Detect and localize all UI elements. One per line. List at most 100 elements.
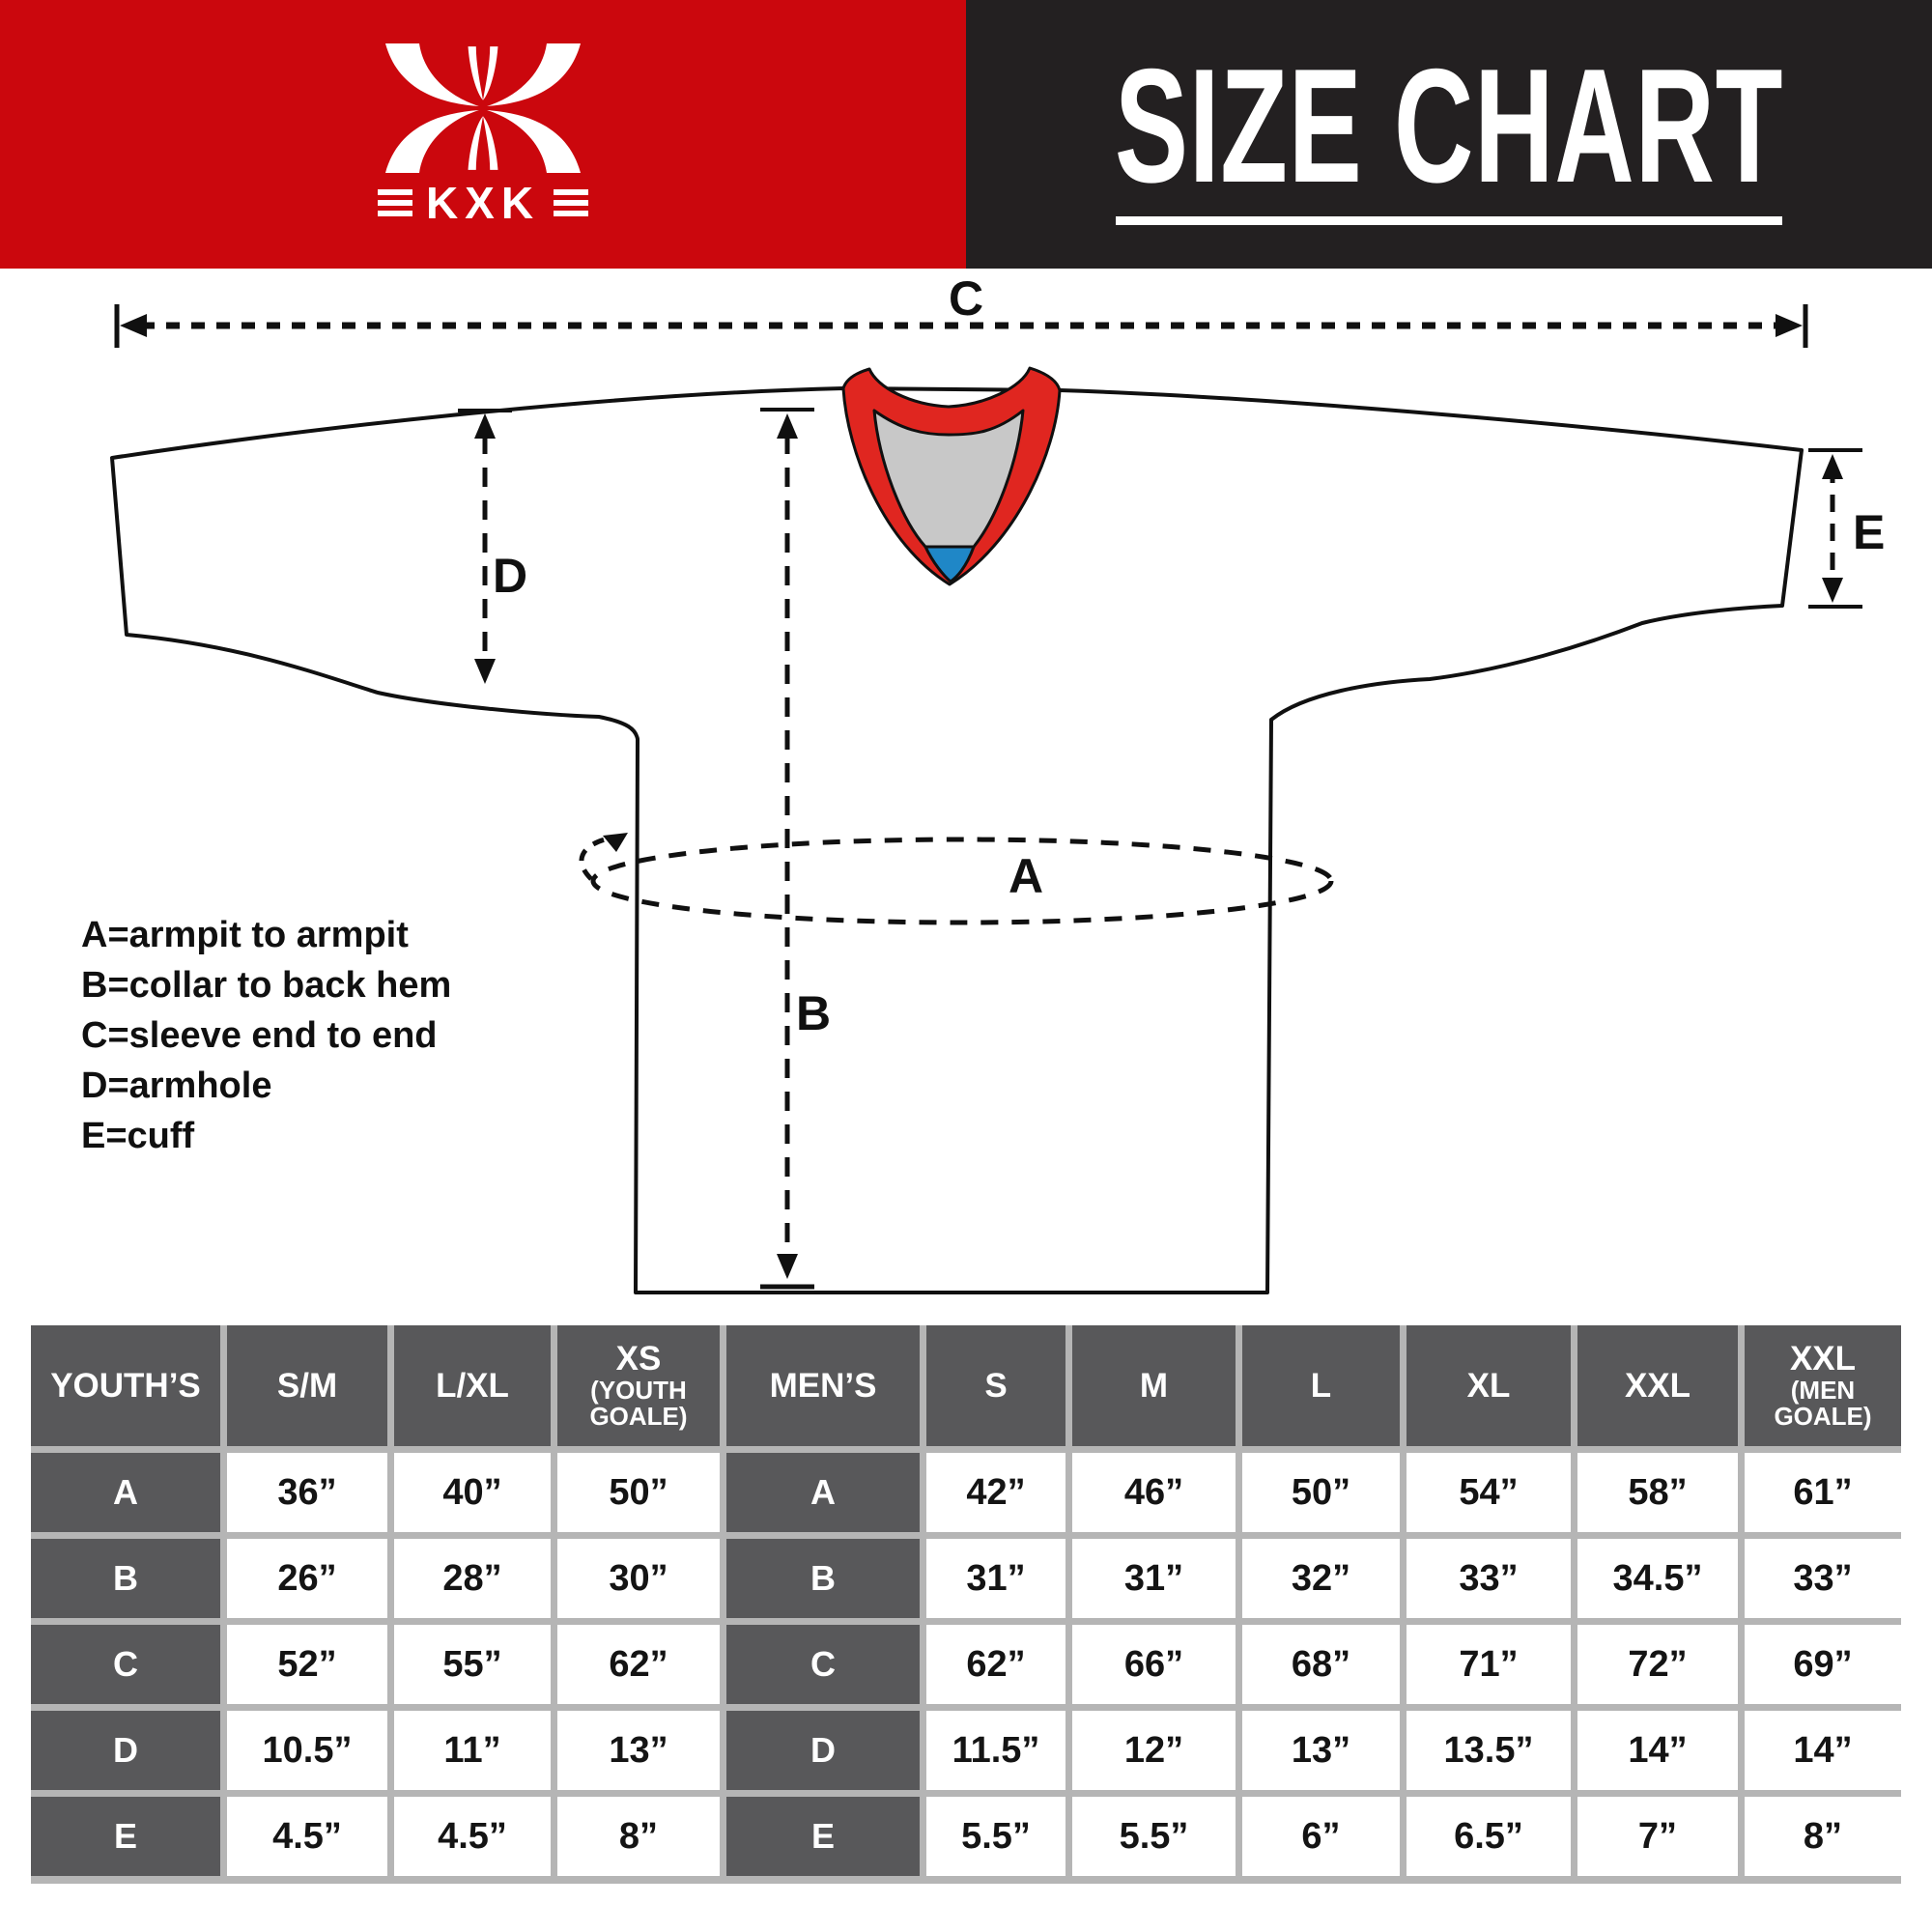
table-cell: 40” — [394, 1453, 551, 1532]
table-cell: 71” — [1406, 1625, 1571, 1704]
title-underline — [1116, 215, 1782, 225]
table-cell: 13” — [1242, 1711, 1400, 1790]
table-cell: 69” — [1745, 1625, 1901, 1704]
page-title: SIZE CHART — [1114, 34, 1784, 216]
legend-line-c: C=sleeve end to end — [81, 1015, 438, 1056]
measurement-legend: A=armpit to armpit B=collar to back hem … — [81, 910, 451, 1161]
measure-b-label: B — [796, 986, 831, 1040]
table-cell: 13.5” — [1406, 1711, 1571, 1790]
mens-goalie-size: XXL — [1789, 1340, 1857, 1378]
table-cell: 13” — [557, 1711, 720, 1790]
measure-a-label: A — [1009, 849, 1043, 903]
header-red-panel: KXK — [0, 0, 966, 269]
youth-goalie-note: (YOUTH GOALE) — [589, 1376, 688, 1432]
table-cell: 26” — [227, 1539, 387, 1618]
size-table: YOUTH’S S/M L/XL XS (YOUTH GOALE) MEN’S … — [31, 1325, 1901, 1884]
legend-line-e: E=cuff — [81, 1116, 195, 1156]
mens-header-cell: MEN’S — [726, 1325, 920, 1446]
youth-size-header: S/M — [227, 1325, 387, 1446]
youth-row-label: C — [31, 1625, 220, 1704]
logo-bars-left-icon — [377, 189, 412, 216]
table-cell: 11.5” — [926, 1711, 1065, 1790]
table-cell: 28” — [394, 1539, 551, 1618]
measure-e-label: E — [1853, 505, 1885, 559]
mens-row-label: E — [726, 1797, 920, 1876]
table-cell: 7” — [1577, 1797, 1738, 1876]
table-cell: 54” — [1406, 1453, 1571, 1532]
mens-size-header: M — [1072, 1325, 1236, 1446]
youth-row-label: D — [31, 1711, 220, 1790]
table-cell: 36” — [227, 1453, 387, 1532]
table-cell: 33” — [1745, 1539, 1901, 1618]
measure-a-curl — [579, 836, 610, 881]
logo-bars-right-icon — [554, 189, 589, 216]
table-cell: 32” — [1242, 1539, 1400, 1618]
table-cell: 72” — [1577, 1625, 1738, 1704]
table-cell: 14” — [1745, 1711, 1901, 1790]
youth-row-label: E — [31, 1797, 220, 1876]
mens-row-label: A — [726, 1453, 920, 1532]
logo-wordmark-row: KXK — [377, 178, 589, 228]
table-cell: 6” — [1242, 1797, 1400, 1876]
table-cell: 55” — [394, 1625, 551, 1704]
table-cell: 52” — [227, 1625, 387, 1704]
table-cell: 62” — [926, 1625, 1065, 1704]
table-cell: 33” — [1406, 1539, 1571, 1618]
table-cell: 5.5” — [926, 1797, 1065, 1876]
measure-c-label: C — [949, 271, 983, 326]
measure-a-ellipse — [590, 837, 1334, 925]
youth-row-label: A — [31, 1453, 220, 1532]
measure-d-arrow-down-icon — [474, 659, 496, 684]
table-cell: 12” — [1072, 1711, 1236, 1790]
measure-a-arrow-icon — [603, 833, 628, 852]
legend-line-b: B=collar to back hem — [81, 965, 452, 1006]
collar-inner — [872, 409, 1025, 549]
mens-size-header: S — [926, 1325, 1065, 1446]
mens-goalie-note: (MEN GOALE) — [1774, 1376, 1872, 1432]
table-cell: 50” — [1242, 1453, 1400, 1532]
measure-d-arrow-up-icon — [474, 413, 496, 439]
mens-row-label: B — [726, 1539, 920, 1618]
collar-outer — [841, 366, 1062, 586]
table-cell: 6.5” — [1406, 1797, 1571, 1876]
measure-b-arrow-up-icon — [777, 413, 798, 439]
mens-size-header: L — [1242, 1325, 1400, 1446]
mens-size-header: XXL — [1577, 1325, 1738, 1446]
table-cell: 30” — [557, 1539, 720, 1618]
measure-d-label: D — [493, 549, 527, 603]
table-cell: 5.5” — [1072, 1797, 1236, 1876]
logo-x-icon — [384, 43, 582, 173]
mens-row-label: C — [726, 1625, 920, 1704]
jersey-diagram: C D B E A — [110, 271, 1885, 1294]
table-cell: 66” — [1072, 1625, 1236, 1704]
table-cell: 58” — [1577, 1453, 1738, 1532]
brand-logo: KXK — [377, 43, 589, 228]
youth-goalie-size: XS — [615, 1340, 662, 1378]
table-cell: 50” — [557, 1453, 720, 1532]
youth-goalie-header: XS (YOUTH GOALE) — [557, 1325, 720, 1446]
table-cell: 31” — [926, 1539, 1065, 1618]
table-cell: 14” — [1577, 1711, 1738, 1790]
mens-goalie-header: XXL (MEN GOALE) — [1745, 1325, 1901, 1446]
table-cell: 61” — [1745, 1453, 1901, 1532]
youth-size-header: L/XL — [394, 1325, 551, 1446]
measure-c-arrow-left-icon — [120, 314, 147, 337]
table-cell: 8” — [1745, 1797, 1901, 1876]
table-cell: 31” — [1072, 1539, 1236, 1618]
header-black-panel: SIZE CHART — [966, 0, 1932, 269]
table-cell: 68” — [1242, 1625, 1400, 1704]
table-cell: 46” — [1072, 1453, 1236, 1532]
youth-header-cell: YOUTH’S — [31, 1325, 220, 1446]
title-wrap: SIZE CHART — [957, 44, 1932, 225]
youth-row-label: B — [31, 1539, 220, 1618]
mens-row-label: D — [726, 1711, 920, 1790]
brand-name: KXK — [425, 178, 541, 228]
measure-e-arrow-up-icon — [1822, 454, 1843, 479]
mens-size-header: XL — [1406, 1325, 1571, 1446]
legend-line-d: D=armhole — [81, 1065, 272, 1106]
table-cell: 4.5” — [394, 1797, 551, 1876]
table-cell: 8” — [557, 1797, 720, 1876]
measure-b-arrow-down-icon — [777, 1254, 798, 1279]
collar-insert — [923, 545, 976, 583]
